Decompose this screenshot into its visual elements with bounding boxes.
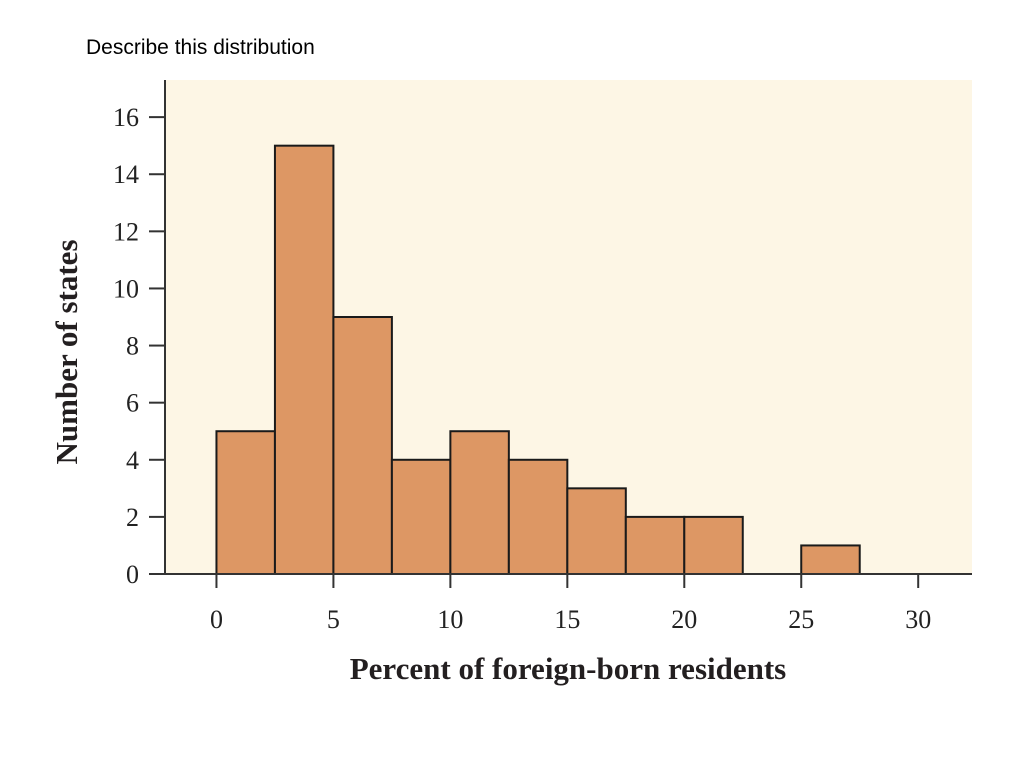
x-axis-title: Percent of foreign-born residents (350, 651, 787, 686)
slide-heading: Describe this distribution (86, 36, 315, 59)
histogram-bar (800, 544, 861, 575)
histogram-bar (624, 515, 686, 576)
bars (215, 144, 861, 576)
y-tick-label: 2 (126, 503, 139, 532)
histogram-bar (332, 316, 393, 575)
y-tick-label: 16 (113, 103, 139, 132)
histogram-bar (215, 430, 276, 575)
x-tick-label: 25 (788, 605, 814, 634)
x-tick-label: 0 (210, 605, 223, 634)
y-tick-label: 4 (126, 446, 139, 475)
y-tick-label: 12 (113, 217, 139, 246)
x-axis-ticks: 0 5 10 15 20 25 30 (210, 574, 931, 634)
y-tick-label: 10 (113, 274, 139, 303)
x-tick-label: 20 (671, 605, 697, 634)
histogram-bar (390, 458, 452, 575)
y-axis-ticks: 0 2 4 6 8 10 12 14 16 (113, 103, 165, 589)
y-tick-label: 0 (126, 560, 139, 589)
histogram-bar (449, 430, 510, 575)
y-tick-label: 8 (126, 332, 139, 361)
histogram-bar (507, 458, 569, 575)
x-tick-label: 10 (437, 605, 463, 634)
histogram-bar (566, 487, 627, 576)
histogram-bar (273, 144, 335, 575)
x-tick-label: 15 (554, 605, 580, 634)
y-tick-label: 14 (113, 160, 139, 189)
x-tick-label: 5 (327, 605, 340, 634)
x-tick-label: 30 (905, 605, 931, 634)
y-axis-title: Number of states (49, 239, 84, 464)
histogram-bar (683, 515, 744, 576)
y-tick-label: 6 (126, 389, 139, 418)
